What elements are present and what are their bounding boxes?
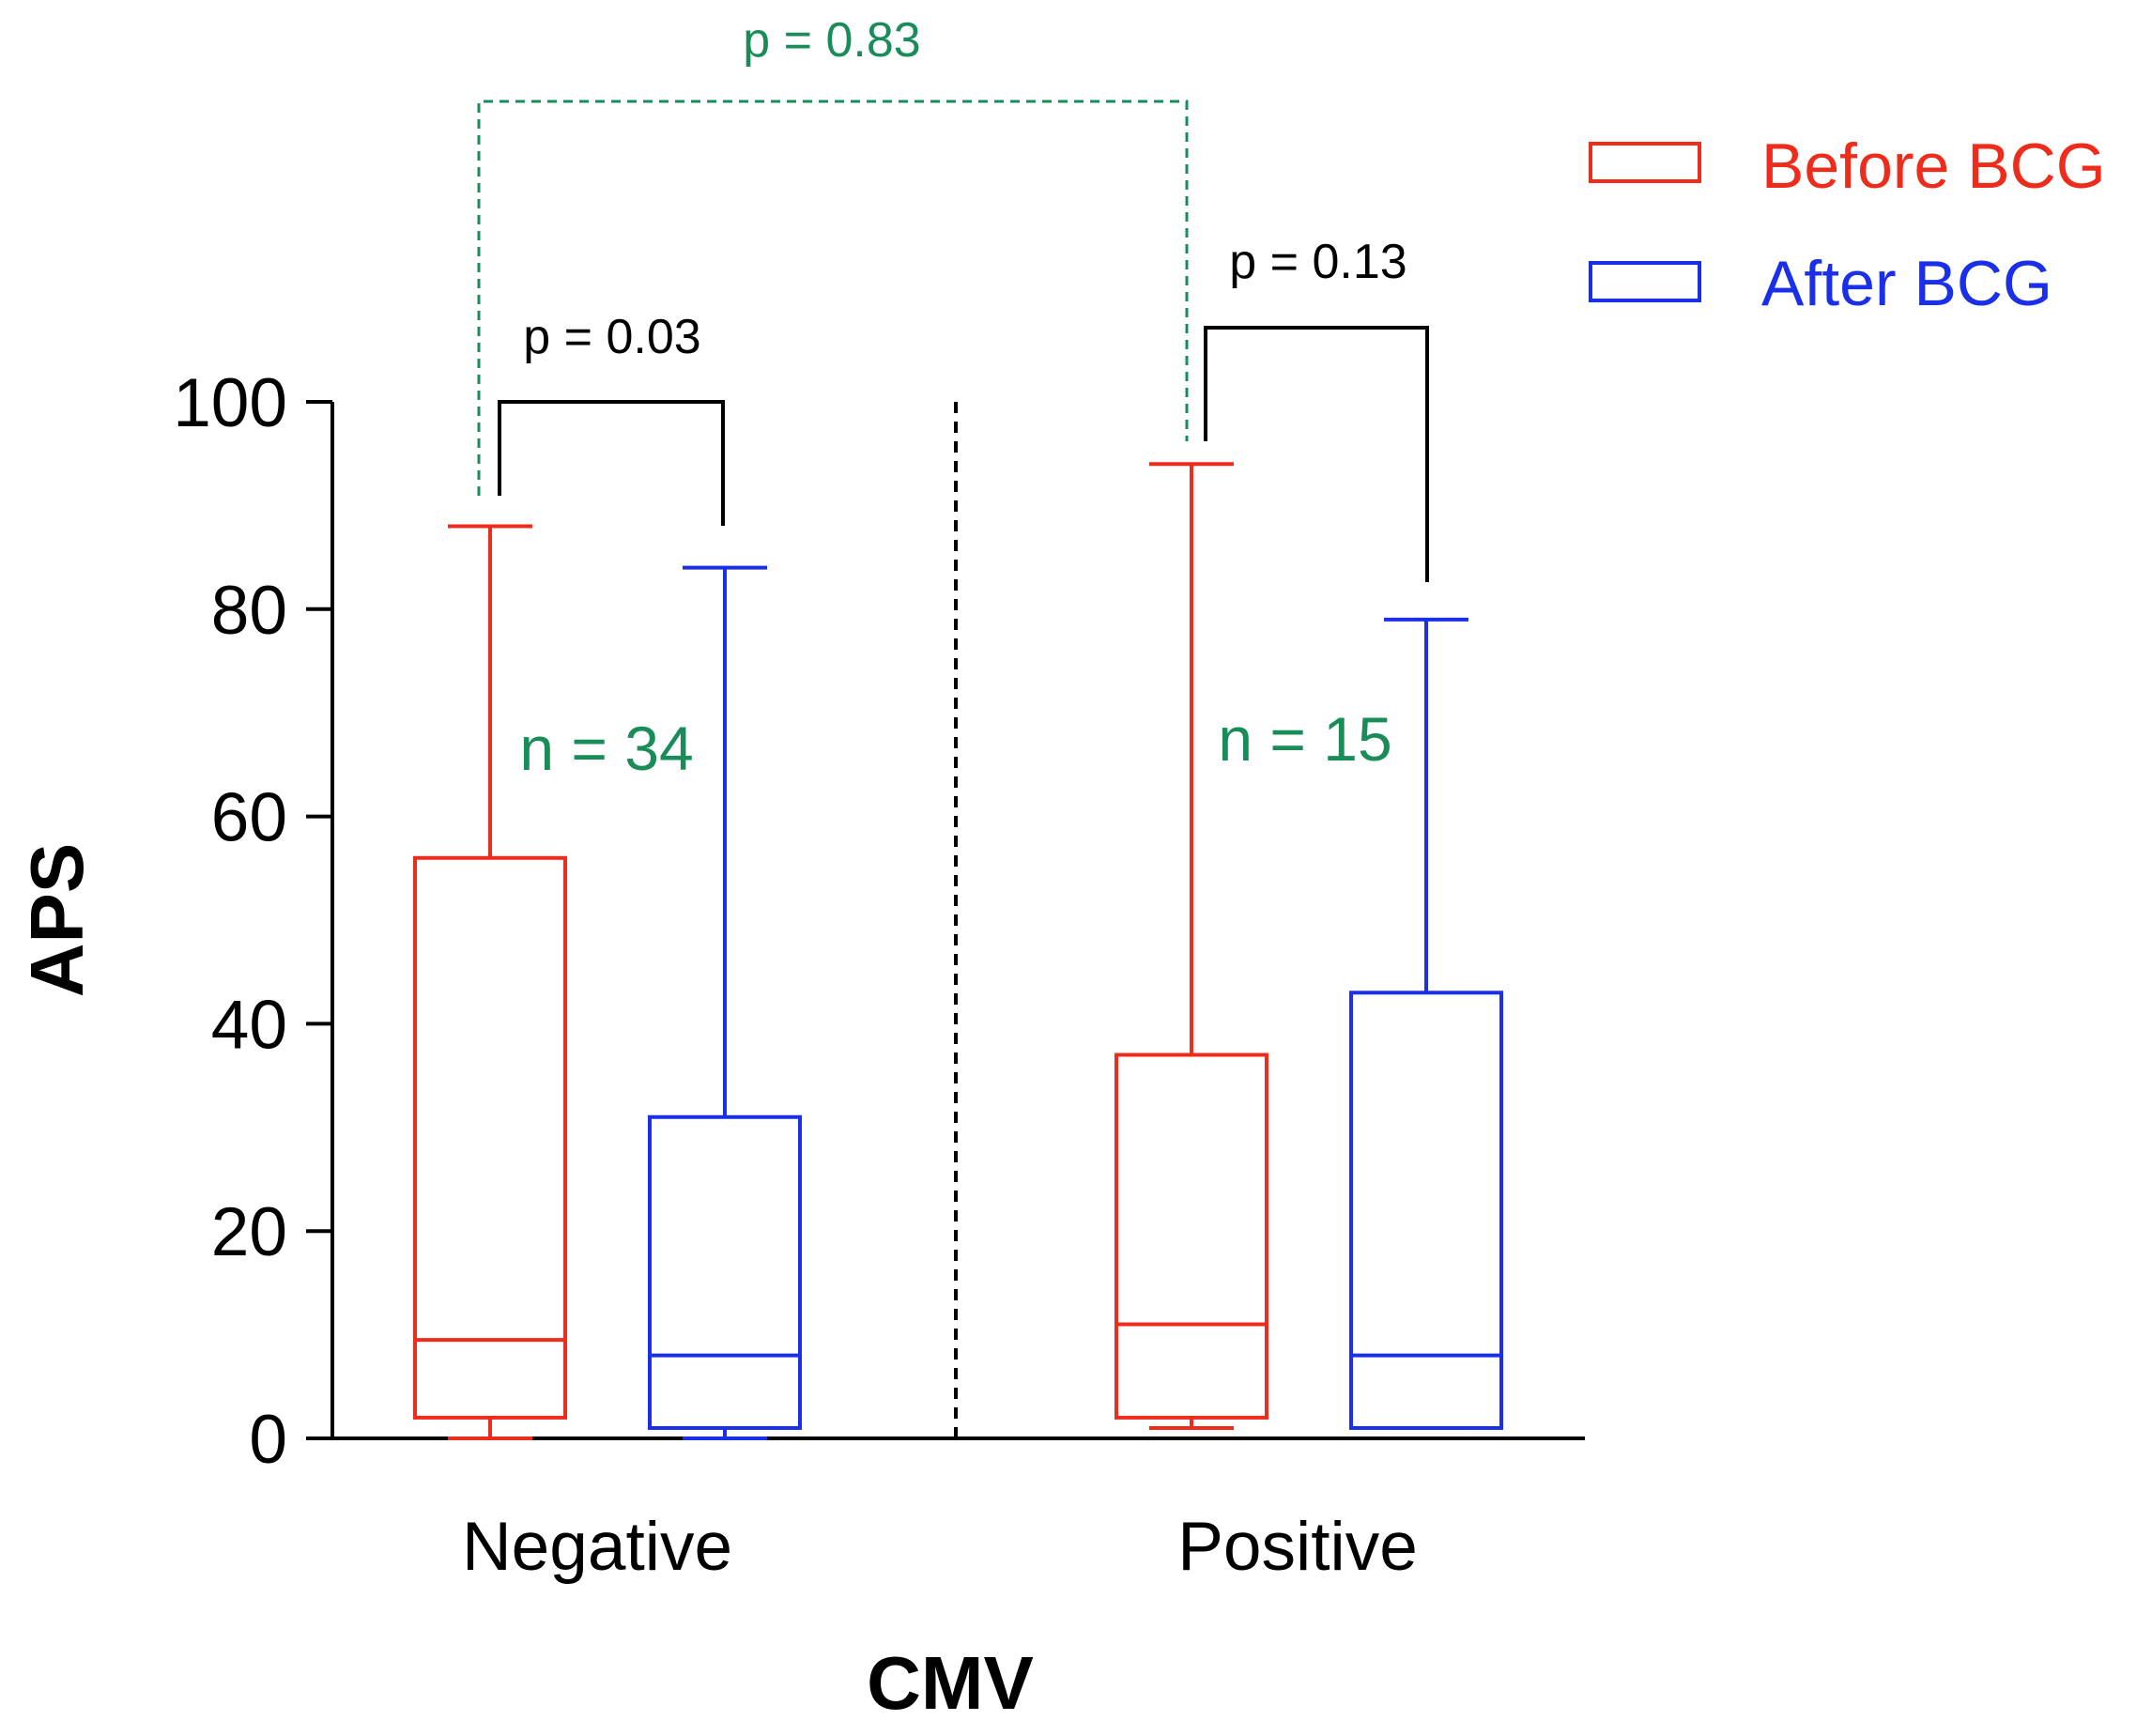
n-label-negative: n = 34 [519, 714, 693, 783]
bracket-positive [1204, 326, 1429, 582]
category-label-positive: Positive [1177, 1509, 1418, 1585]
y-tick-label-100: 100 [173, 365, 287, 441]
box-1-1 [1349, 617, 1503, 1430]
iqr-box [648, 1114, 802, 1430]
y-axis-title: APS [15, 843, 99, 998]
y-tick-label-20: 20 [211, 1194, 287, 1270]
box-1-0 [648, 565, 802, 1440]
p-value-negative: p = 0.03 [523, 310, 700, 364]
y-tick-label-80: 80 [211, 573, 287, 649]
p-value-positive: p = 0.13 [1229, 235, 1406, 289]
x-axis-title: CMV [867, 1641, 1034, 1725]
legend-swatch-before [1589, 142, 1701, 183]
n-label-positive: n = 15 [1218, 704, 1391, 774]
category-label-negative: Negative [462, 1509, 732, 1585]
y-tick-label-0: 0 [249, 1402, 287, 1478]
box-plots [413, 462, 1503, 1440]
significance-brackets [477, 100, 1429, 582]
bracket-negative [498, 400, 725, 526]
y-ticks: 0 20 40 60 80 100 [173, 365, 332, 1478]
legend-swatch-after [1589, 261, 1701, 302]
p-value-between-groups: p = 0.83 [743, 13, 920, 68]
legend-label-before: Before BCG [1761, 131, 2106, 202]
box-0-0 [413, 524, 567, 1440]
legend: Before BCG After BCG [1589, 131, 2106, 319]
bracket-between-groups [477, 100, 1189, 496]
legend-label-after: After BCG [1761, 248, 2052, 319]
iqr-box [1114, 1052, 1268, 1420]
y-tick-label-60: 60 [211, 780, 287, 856]
iqr-box [413, 855, 567, 1420]
y-tick-label-40: 40 [211, 987, 287, 1063]
box-0-1 [1114, 462, 1268, 1430]
iqr-box [1349, 991, 1503, 1430]
